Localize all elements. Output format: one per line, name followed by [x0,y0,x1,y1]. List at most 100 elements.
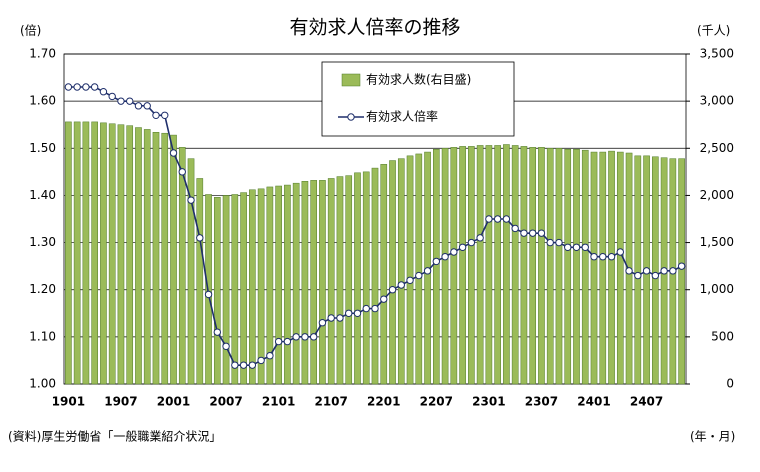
line-marker [423,267,432,275]
bar [354,172,361,385]
bar [91,121,98,385]
bar [450,147,458,385]
y2-tick-label: 0 [726,377,734,391]
line-marker [134,102,143,110]
line-marker [266,352,274,360]
y-tick-label: 1.40 [29,188,56,202]
line-marker [415,271,423,280]
bar [231,194,239,385]
line-marker [502,215,511,223]
line-marker [642,267,651,275]
line-marker [274,337,283,346]
line-marker [397,281,405,289]
line-marker [450,248,458,256]
line-marker [520,229,528,237]
line-marker [669,267,677,275]
line-marker [82,83,90,91]
y-axis-label: (倍) [20,23,41,38]
bar [108,123,116,385]
bar [152,132,160,385]
bar [468,146,475,385]
line-marker [64,83,73,91]
x-tick-label: 1901 [52,395,85,409]
line-marker [467,238,476,247]
bar [178,147,186,385]
line-marker [528,229,537,237]
line-marker [616,248,624,256]
legend-swatch [341,73,361,87]
y-tick-label: 1.10 [29,329,56,343]
line-marker [345,309,353,317]
chart-title: 有効求人倍率の推移 [289,17,460,39]
line-marker [485,215,493,223]
line-marker [327,314,335,322]
bar [213,197,221,385]
bar [397,158,405,385]
bar [345,175,353,385]
x-tick-label: 2301 [472,395,505,409]
line-marker [599,253,607,261]
line-marker [572,243,581,251]
bar [415,153,423,385]
line-marker [169,149,178,157]
bar [257,188,265,385]
bar [275,185,282,385]
bar [284,184,291,385]
bar [301,181,309,385]
bar [441,148,449,385]
line-marker [73,83,81,91]
line-marker [196,234,204,242]
line-marker [651,271,660,280]
bar [520,146,528,385]
line-marker [178,168,186,176]
bar [634,155,642,385]
line-marker [108,92,116,101]
y2-tick-label: 1,500 [700,235,734,249]
line-marker [634,271,642,280]
line-marker [318,319,327,327]
x-tick-label: 2007 [209,395,242,409]
line-marker [607,253,616,261]
line-marker [660,267,668,275]
line-marker [161,111,169,119]
source: (資料)厚生労働省「一般職業紹介状況」 [8,429,221,444]
bar [362,171,370,385]
line-marker [362,304,370,313]
bar [249,189,256,385]
x-tick-label: 2001 [157,395,190,409]
y2-axis-label: (千人) [697,24,730,38]
line-marker [458,243,467,251]
bar [310,180,317,385]
line-marker [301,333,309,341]
line-marker [476,234,484,242]
y2-tick-label: 3,500 [700,47,734,61]
bar [555,148,563,385]
line-marker [239,361,248,369]
bar [433,148,440,385]
line-marker [677,262,686,270]
y-tick-label: 1.20 [29,282,56,296]
x-tick-label: 2107 [314,395,347,409]
line-marker [511,224,519,233]
bar [292,182,300,385]
bar [73,121,81,385]
line-marker [581,243,589,251]
line-marker [564,243,572,251]
legend-marker [347,113,355,121]
bar [406,155,414,385]
line-marker [546,238,554,247]
bar [126,125,134,385]
y-tick-label: 1.00 [29,377,56,391]
y2-tick-label: 1,000 [700,282,734,296]
legend-label: 有効求人数(右目盛) [366,72,471,87]
bar [161,132,169,385]
y-tick-label: 1.60 [29,94,56,108]
line-marker [248,361,257,369]
x-tick-label: 2407 [630,395,663,409]
bar [564,148,572,385]
bar [476,145,484,385]
y2-tick-label: 3,000 [700,94,734,108]
bar [117,124,125,385]
x-tick-label: 2201 [367,395,400,409]
bar [170,134,177,385]
